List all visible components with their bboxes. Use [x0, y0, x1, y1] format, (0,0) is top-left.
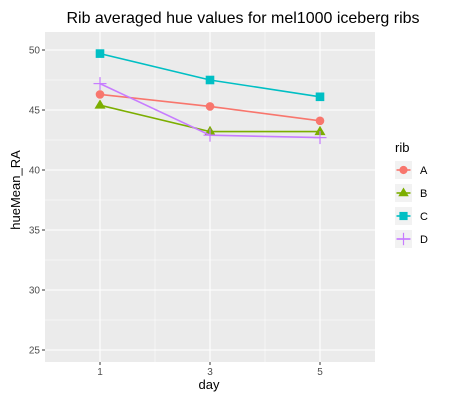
legend-title: rib: [395, 140, 409, 155]
y-axis-title: hueMean_RA: [8, 150, 23, 230]
x-tick-label: 1: [97, 367, 103, 378]
y-tick-label: 45: [29, 106, 41, 117]
legend-label: B: [420, 188, 427, 200]
data-point-A: [316, 117, 325, 126]
x-tick-label: 5: [317, 367, 323, 378]
y-tick-label: 30: [29, 286, 41, 297]
y-tick-label: 35: [29, 226, 41, 237]
data-point-C: [96, 49, 105, 58]
data-point-C: [316, 93, 325, 102]
legend-label: C: [420, 211, 428, 223]
legend-label: A: [420, 165, 428, 177]
data-point-C: [206, 76, 215, 85]
data-point-A: [96, 90, 105, 99]
x-axis-title: day: [199, 377, 220, 392]
chart-title: Rib averaged hue values for mel1000 iceb…: [66, 10, 419, 27]
y-tick-label: 40: [29, 166, 41, 177]
legend-key-marker: [399, 212, 407, 220]
y-tick-label: 25: [29, 346, 41, 357]
legend-key-marker: [399, 166, 407, 174]
y-tick-label: 50: [29, 46, 41, 57]
legend-label: D: [420, 234, 428, 246]
data-point-A: [206, 102, 215, 111]
